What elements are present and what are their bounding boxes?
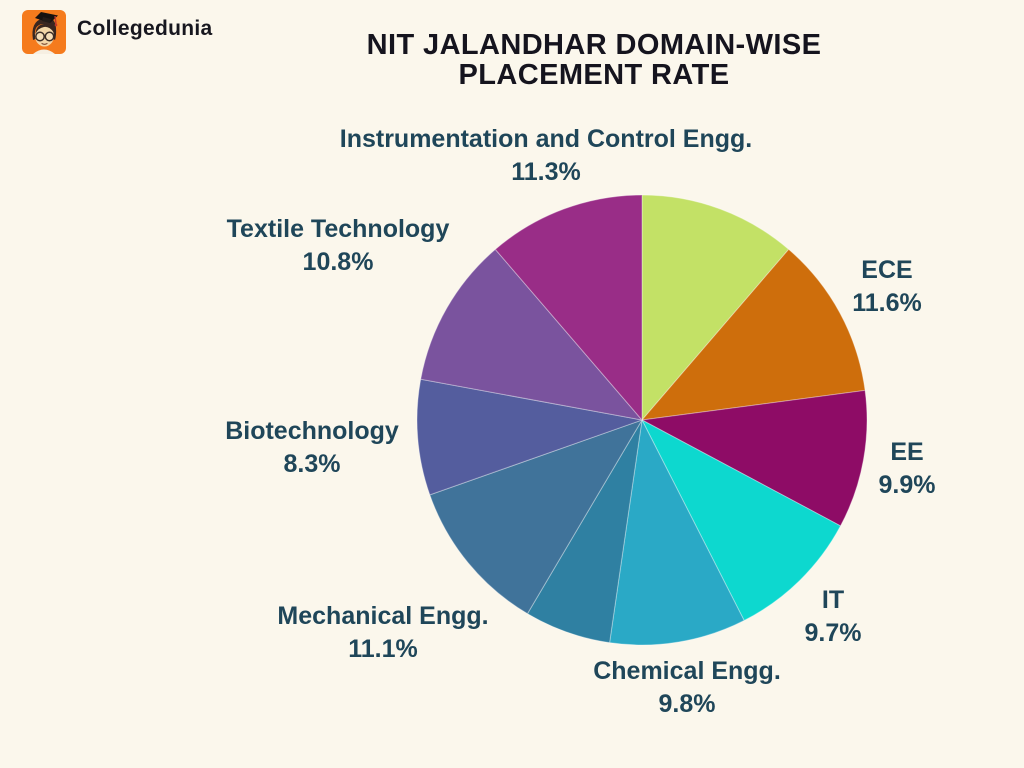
slice-label: Chemical Engg. 9.8% [593,655,781,721]
slice-label-name: Biotechnology [225,417,399,445]
pie-slice-it [640,418,842,622]
pie-chart [416,194,868,646]
brand-name: Collegedunia [77,17,213,40]
pie-slice-unlabeled-5 [526,419,643,644]
pie-slice-ee [640,389,868,527]
slice-label-name: Chemical Engg. [593,657,781,685]
pie-slice-biotechnology [416,378,644,496]
slice-label-name: Instrumentation and Control Engg. [339,125,753,153]
slice-label: EE 9.9% [879,436,936,502]
slice-label: Biotechnology 8.3% [225,415,399,481]
slice-label-name: Mechanical Engg. [277,602,489,630]
slice-label-value: 11.3% [511,158,581,186]
slice-label-value: 8.3% [283,450,341,478]
slice-label-value: 11.6% [852,289,922,317]
page-title-line2: PLACEMENT RATE [458,59,730,91]
pie-slice-chemical-engg [609,418,745,646]
pie-slice-instrumentation-and-control-engg [494,194,643,422]
slice-label-value: 9.7% [804,619,862,647]
brand-logo [22,10,66,54]
brand: Collegedunia [22,10,212,54]
slice-label: Textile Technology 10.8% [227,213,450,279]
slice-label-name: IT [821,586,845,614]
slice-label-name: ECE [861,256,913,284]
slice-label-value: 9.9% [878,471,936,499]
collegedunia-mascot-icon [32,12,58,54]
page-title-line1: NIT JALANDHAR DOMAIN-WISE [366,29,822,61]
slice-label: Instrumentation and Control Engg. 11.3% [340,123,752,189]
slice-label: Mechanical Engg. 11.1% [277,600,488,666]
slice-label-name: Textile Technology [226,215,450,243]
slice-label-value: 11.1% [348,635,418,663]
pie-slice-textile-technology [420,248,644,421]
slice-label-value: 10.8% [302,248,374,276]
pie-slice-mechanical-engg [429,419,644,615]
slice-label-name: EE [890,438,924,466]
pie-slice-unlabeled-0 [641,194,790,422]
slice-label: IT 9.7% [805,584,862,650]
page-title: NIT JALANDHAR DOMAIN-WISE PLACEMENT RATE [367,30,822,90]
pie-slice-ece [640,248,866,421]
slice-label: ECE 11.6% [852,254,922,320]
slice-label-value: 9.8% [658,690,716,718]
